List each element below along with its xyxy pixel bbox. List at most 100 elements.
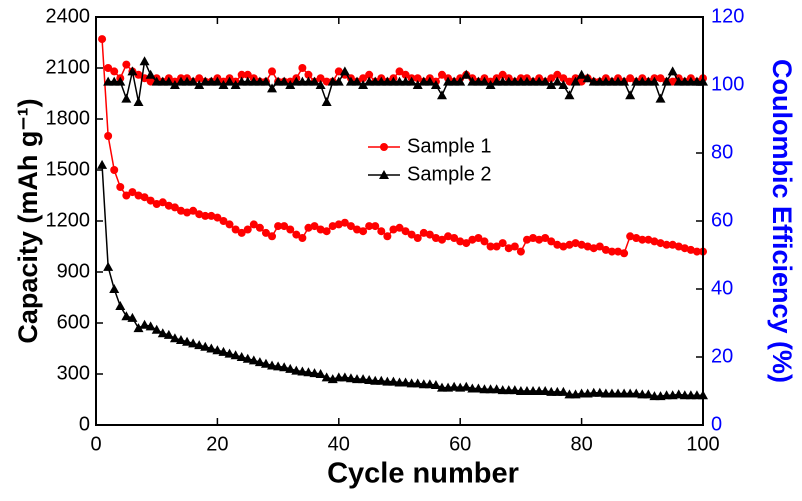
marker bbox=[565, 77, 574, 86]
marker bbox=[412, 80, 423, 89]
marker bbox=[274, 222, 283, 231]
marker bbox=[380, 143, 388, 151]
marker bbox=[231, 225, 240, 234]
marker bbox=[353, 225, 362, 234]
marker bbox=[547, 74, 556, 83]
marker bbox=[656, 239, 665, 248]
marker bbox=[529, 234, 538, 242]
y2-tick-label: 120 bbox=[711, 5, 744, 27]
marker bbox=[182, 336, 193, 346]
marker bbox=[388, 376, 399, 386]
marker bbox=[594, 387, 605, 397]
marker bbox=[540, 386, 551, 395]
marker bbox=[668, 77, 677, 86]
marker bbox=[195, 74, 204, 83]
marker bbox=[692, 247, 701, 256]
marker bbox=[176, 206, 185, 215]
marker bbox=[128, 188, 137, 197]
marker bbox=[297, 366, 308, 376]
marker bbox=[260, 358, 271, 368]
marker bbox=[413, 234, 422, 242]
marker bbox=[383, 232, 392, 241]
marker bbox=[104, 132, 113, 140]
marker bbox=[116, 183, 125, 191]
marker bbox=[170, 203, 179, 212]
marker bbox=[553, 70, 562, 79]
marker bbox=[595, 242, 604, 251]
marker bbox=[146, 77, 155, 86]
marker bbox=[219, 217, 228, 225]
marker bbox=[268, 232, 277, 241]
marker bbox=[424, 76, 435, 86]
marker bbox=[280, 222, 289, 231]
marker bbox=[189, 206, 198, 215]
marker bbox=[395, 67, 404, 76]
marker bbox=[242, 353, 253, 363]
marker bbox=[207, 211, 216, 220]
marker bbox=[188, 338, 199, 348]
marker bbox=[430, 80, 441, 89]
marker bbox=[195, 210, 204, 219]
marker bbox=[163, 76, 174, 86]
marker bbox=[680, 244, 689, 253]
marker bbox=[498, 239, 507, 248]
marker bbox=[188, 76, 199, 86]
marker bbox=[321, 97, 332, 106]
marker bbox=[175, 335, 186, 344]
marker bbox=[140, 193, 149, 202]
x-tick-label: 0 bbox=[90, 433, 101, 455]
marker bbox=[279, 76, 290, 86]
x-tick-label: 60 bbox=[449, 433, 471, 455]
marker bbox=[570, 76, 581, 86]
marker bbox=[321, 372, 332, 382]
marker bbox=[401, 227, 410, 236]
marker bbox=[230, 350, 241, 360]
marker bbox=[626, 232, 635, 241]
marker bbox=[127, 66, 138, 76]
marker bbox=[304, 70, 313, 79]
marker bbox=[243, 225, 252, 234]
marker bbox=[455, 76, 466, 86]
marker bbox=[656, 74, 665, 83]
marker bbox=[558, 386, 569, 396]
marker bbox=[436, 90, 447, 100]
marker bbox=[430, 380, 441, 390]
marker bbox=[97, 159, 108, 169]
marker bbox=[461, 381, 472, 391]
marker bbox=[632, 234, 641, 242]
marker bbox=[122, 191, 131, 200]
marker bbox=[485, 80, 496, 89]
marker bbox=[316, 225, 325, 234]
marker bbox=[298, 64, 307, 72]
marker bbox=[158, 198, 167, 207]
marker bbox=[212, 76, 223, 86]
marker bbox=[133, 97, 144, 106]
marker bbox=[462, 239, 471, 248]
marker bbox=[183, 208, 192, 217]
plot-frame bbox=[95, 16, 704, 426]
marker bbox=[589, 244, 598, 253]
marker bbox=[631, 388, 642, 398]
legend-label: Sample 2 bbox=[407, 163, 492, 185]
marker bbox=[322, 227, 331, 236]
marker bbox=[358, 374, 369, 384]
marker bbox=[546, 80, 557, 89]
marker bbox=[121, 93, 132, 103]
marker bbox=[98, 35, 107, 44]
y-tick-label: 1200 bbox=[46, 209, 91, 231]
marker bbox=[468, 235, 477, 244]
marker bbox=[491, 384, 502, 394]
marker bbox=[334, 67, 343, 76]
y-tick-label: 2100 bbox=[46, 56, 91, 78]
marker bbox=[473, 383, 484, 393]
marker bbox=[577, 77, 586, 86]
marker bbox=[352, 76, 363, 86]
marker bbox=[285, 80, 296, 89]
marker bbox=[267, 360, 278, 370]
marker bbox=[110, 67, 119, 76]
marker bbox=[121, 311, 132, 321]
marker bbox=[328, 222, 337, 231]
marker bbox=[559, 74, 568, 83]
marker bbox=[163, 329, 174, 339]
